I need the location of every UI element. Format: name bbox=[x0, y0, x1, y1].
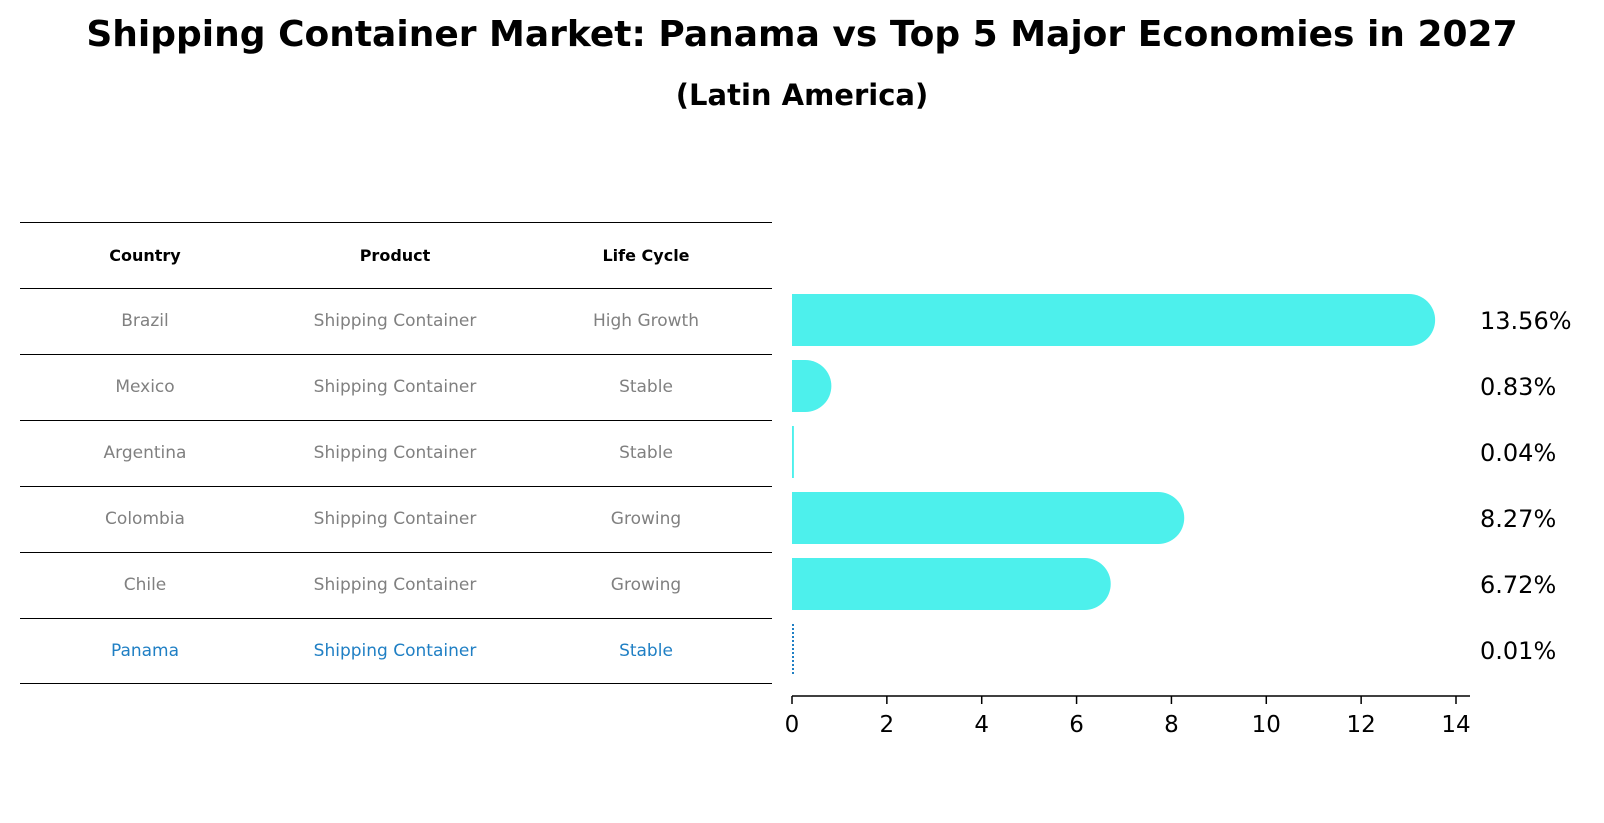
cell-life-cycle: Growing bbox=[610, 575, 682, 595]
table-header-row: Country Product Life Cycle bbox=[20, 222, 772, 288]
x-tick-label-4: 4 bbox=[974, 712, 989, 738]
cell-life-cycle: Stable bbox=[619, 641, 673, 661]
cell-product: Shipping Container bbox=[313, 443, 477, 463]
cell-life-cycle: High Growth bbox=[592, 311, 699, 331]
cell-product: Shipping Container bbox=[313, 641, 477, 661]
cell-product: Shipping Container bbox=[313, 575, 477, 595]
cell-country: Panama bbox=[110, 641, 180, 661]
table-row: Colombia Shipping Container Growing bbox=[20, 486, 772, 552]
table-row: Argentina Shipping Container Stable bbox=[20, 420, 772, 486]
bar-argentina bbox=[792, 426, 794, 478]
country-table: Country Product Life Cycle Brazil Shippi… bbox=[20, 222, 772, 684]
bar-colombia bbox=[792, 492, 1185, 544]
bar-mexico bbox=[792, 360, 832, 412]
value-label-colombia: 8.27% bbox=[1480, 505, 1556, 533]
value-label-mexico: 0.83% bbox=[1480, 373, 1556, 401]
bar-chile bbox=[792, 558, 1111, 610]
cell-country: Brazil bbox=[121, 311, 169, 331]
x-tick-label-10: 10 bbox=[1252, 712, 1281, 738]
x-tick-label-12: 12 bbox=[1347, 712, 1376, 738]
cell-product: Shipping Container bbox=[313, 311, 477, 331]
cell-country: Argentina bbox=[103, 443, 187, 463]
cell-product: Shipping Container bbox=[313, 509, 477, 529]
table-row: Brazil Shipping Container High Growth bbox=[20, 288, 772, 354]
cell-country: Mexico bbox=[115, 377, 175, 397]
value-label-panama: 0.01% bbox=[1480, 637, 1556, 665]
value-label-brazil: 13.56% bbox=[1480, 307, 1572, 335]
cell-life-cycle: Stable bbox=[619, 377, 673, 397]
header-country: Country bbox=[109, 246, 181, 265]
x-tick-label-8: 8 bbox=[1164, 712, 1179, 738]
header-life-cycle: Life Cycle bbox=[602, 246, 690, 265]
table-row: Mexico Shipping Container Stable bbox=[20, 354, 772, 420]
bar-brazil bbox=[792, 294, 1436, 346]
chart-title: Shipping Container Market: Panama vs Top… bbox=[86, 14, 1518, 55]
cell-life-cycle: Growing bbox=[610, 509, 682, 529]
value-label-chile: 6.72% bbox=[1480, 571, 1556, 599]
header-product: Product bbox=[359, 246, 431, 265]
cell-life-cycle: Stable bbox=[619, 443, 673, 463]
table-row: Chile Shipping Container Growing bbox=[20, 552, 772, 618]
x-tick-label-6: 6 bbox=[1069, 712, 1084, 738]
cell-country: Colombia bbox=[105, 509, 185, 529]
value-label-argentina: 0.04% bbox=[1480, 439, 1556, 467]
table-row-highlighted: Panama Shipping Container Stable bbox=[20, 618, 772, 684]
cell-product: Shipping Container bbox=[313, 377, 477, 397]
cell-country: Chile bbox=[123, 575, 167, 595]
x-tick-label-14: 14 bbox=[1441, 712, 1470, 738]
x-tick-label-2: 2 bbox=[880, 712, 895, 738]
chart-subtitle: (Latin America) bbox=[675, 78, 929, 112]
x-tick-label-0: 0 bbox=[785, 712, 800, 738]
